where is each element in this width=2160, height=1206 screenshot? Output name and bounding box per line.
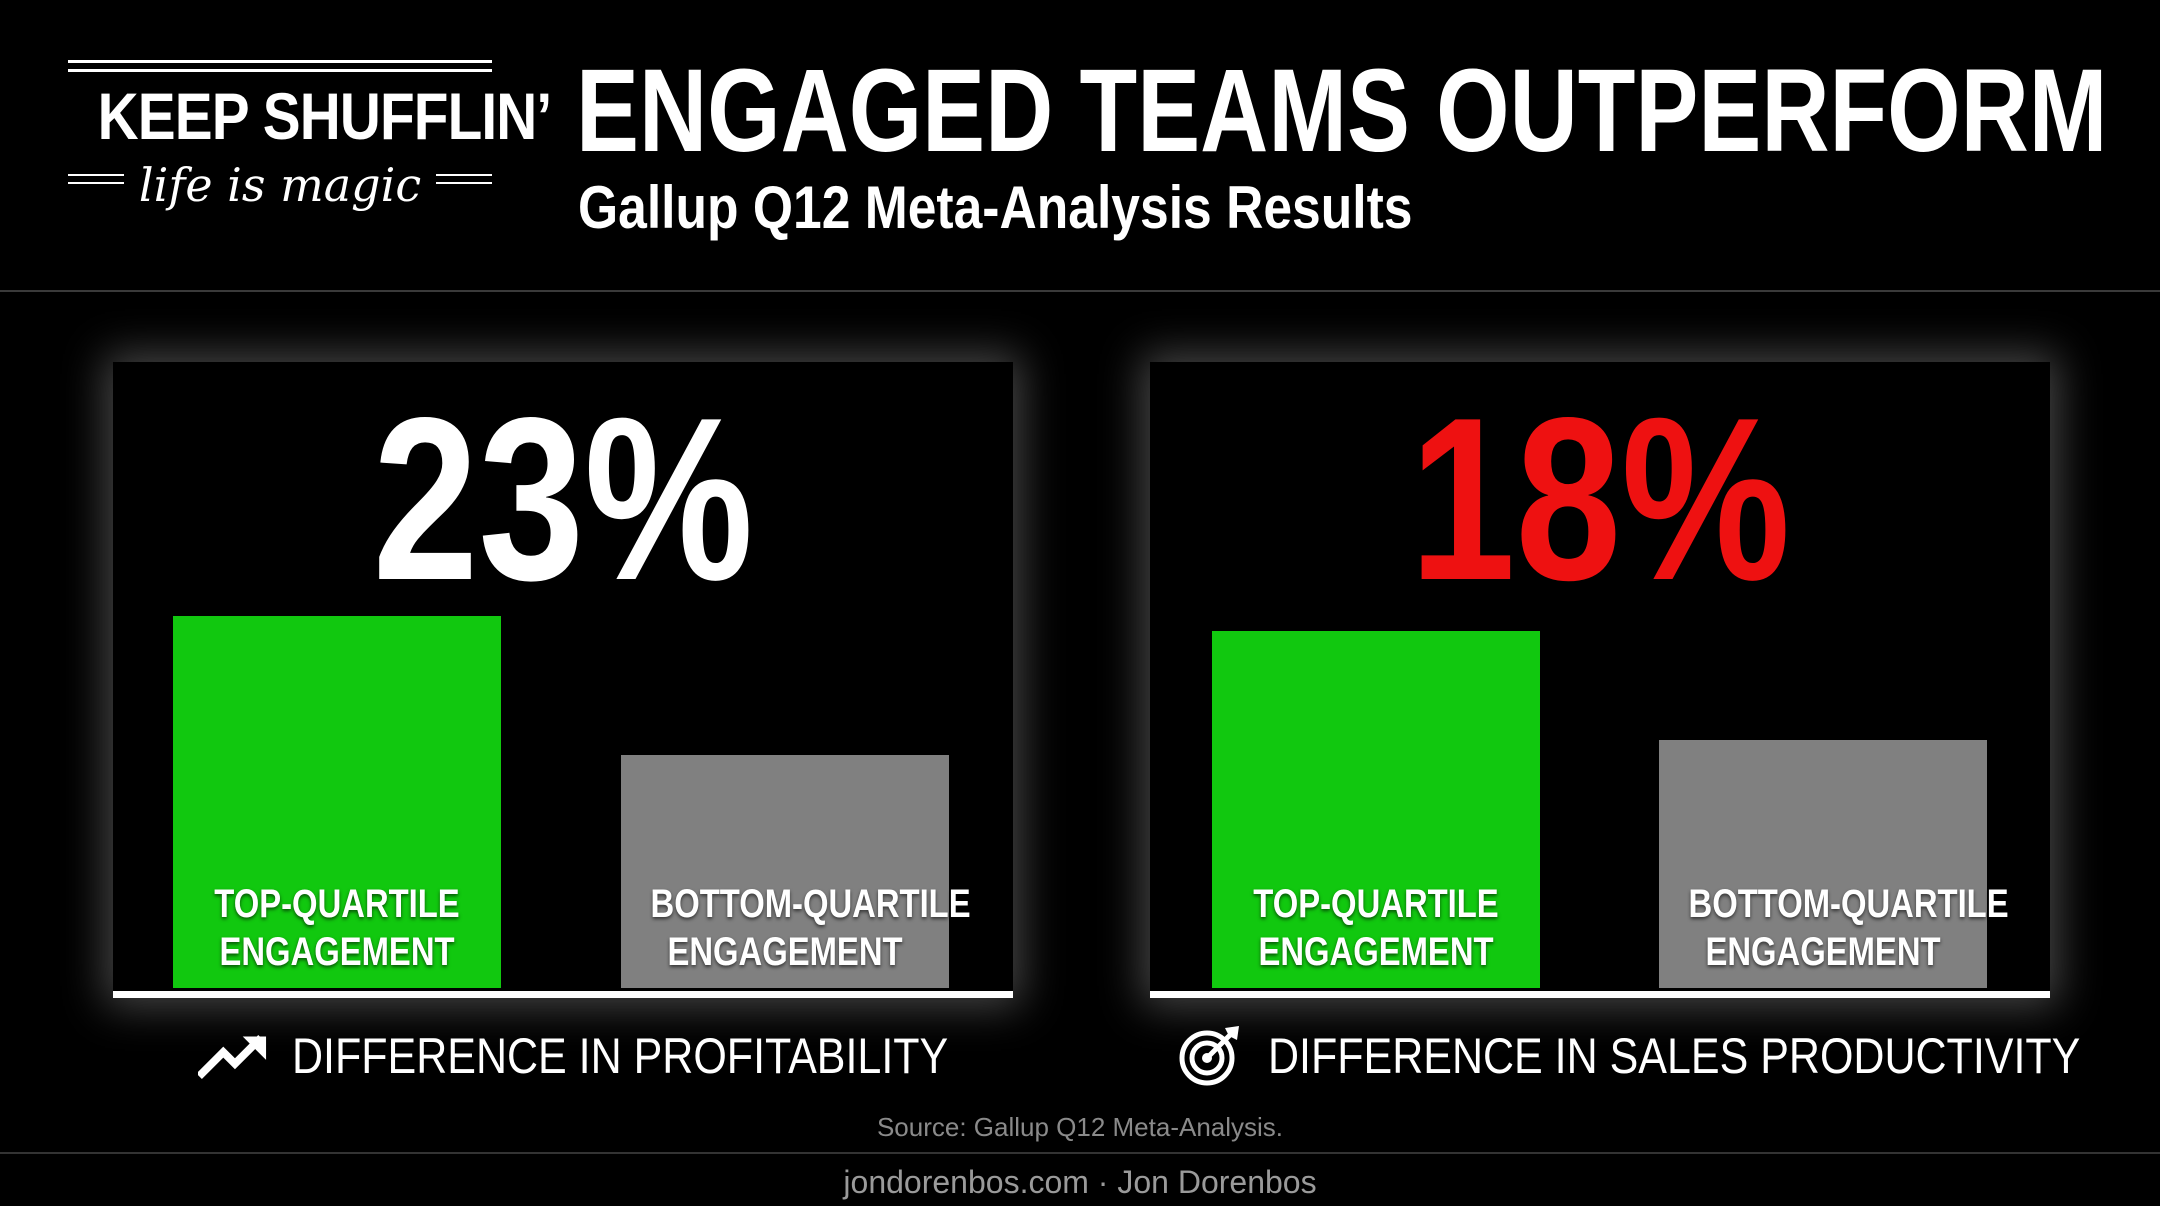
bar-label-line: BOTTOM-QUARTILE (650, 882, 971, 926)
caption-text: DIFFERENCE IN SALES PRODUCTIVITY (1268, 1028, 2081, 1084)
logo-tag-rule (436, 182, 492, 184)
bar-label-line: ENGAGEMENT (219, 930, 455, 974)
headline-value: 18% (1409, 370, 1791, 629)
caption-sales-productivity: DIFFERENCE IN SALES PRODUCTIVITY (1174, 1024, 2160, 1088)
bar-label: BOTTOM-QUARTILE ENGAGEMENT (650, 880, 971, 976)
bar-label-line: ENGAGEMENT (1705, 930, 1941, 974)
bar-label-line: ENGAGEMENT (667, 930, 903, 974)
source-note: Source: Gallup Q12 Meta-Analysis. (876, 1112, 1284, 1142)
logo-tagline: life is magic (138, 158, 422, 212)
footer-divider (0, 1152, 2160, 1154)
bar-label: TOP-QUARTILE ENGAGEMENT (203, 880, 472, 976)
bar-bottom-quartile: BOTTOM-QUARTILE ENGAGEMENT (621, 755, 971, 988)
bar-label-line: TOP-QUARTILE (214, 882, 460, 926)
logo-rule-top (68, 60, 492, 63)
bar-label-line: BOTTOM-QUARTILE (1688, 882, 2009, 926)
chart-panel-profitability: 23% TOP-QUARTILE ENGAGEMENT BOTTOM-QUART… (113, 362, 1013, 998)
bar-top-quartile: TOP-QUARTILE ENGAGEMENT (173, 616, 501, 988)
logo-tag-rule (68, 182, 124, 184)
logo: KEEP SHUFFLIN’ life is magic (68, 60, 553, 218)
bar-label-line: TOP-QUARTILE (1253, 882, 1499, 926)
bar-label: TOP-QUARTILE ENGAGEMENT (1242, 880, 1511, 976)
bar-label: BOTTOM-QUARTILE ENGAGEMENT (1688, 880, 2009, 976)
header-divider (0, 290, 2160, 292)
logo-brand: KEEP SHUFFLIN’ (97, 79, 553, 153)
bar-bottom-quartile: BOTTOM-QUARTILE ENGAGEMENT (1659, 740, 2009, 988)
logo-rule-top-2 (68, 69, 492, 72)
logo-tagline-row: life is magic (68, 158, 492, 218)
chart-baseline (113, 991, 1013, 998)
caption-profitability: DIFFERENCE IN PROFITABILITY (198, 1024, 1055, 1088)
trending-up-icon (198, 1026, 268, 1086)
chart-baseline (1150, 991, 2050, 998)
bar-label-line: ENGAGEMENT (1258, 930, 1494, 974)
target-icon (1174, 1026, 1244, 1086)
page-subtitle: Gallup Q12 Meta-Analysis Results (578, 174, 1413, 241)
footer-credit: jondorenbos.com · Jon Dorenbos (843, 1164, 1317, 1200)
caption-text: DIFFERENCE IN PROFITABILITY (292, 1028, 949, 1084)
bar-top-quartile: TOP-QUARTILE ENGAGEMENT (1212, 631, 1540, 988)
logo-tag-rule (436, 174, 492, 176)
logo-tag-rule (68, 174, 124, 176)
chart-panel-sales-productivity: 18% TOP-QUARTILE ENGAGEMENT BOTTOM-QUART… (1150, 362, 2050, 998)
headline-value: 23% (372, 370, 754, 629)
page-title: ENGAGED TEAMS OUTPERFORM (576, 45, 2108, 177)
